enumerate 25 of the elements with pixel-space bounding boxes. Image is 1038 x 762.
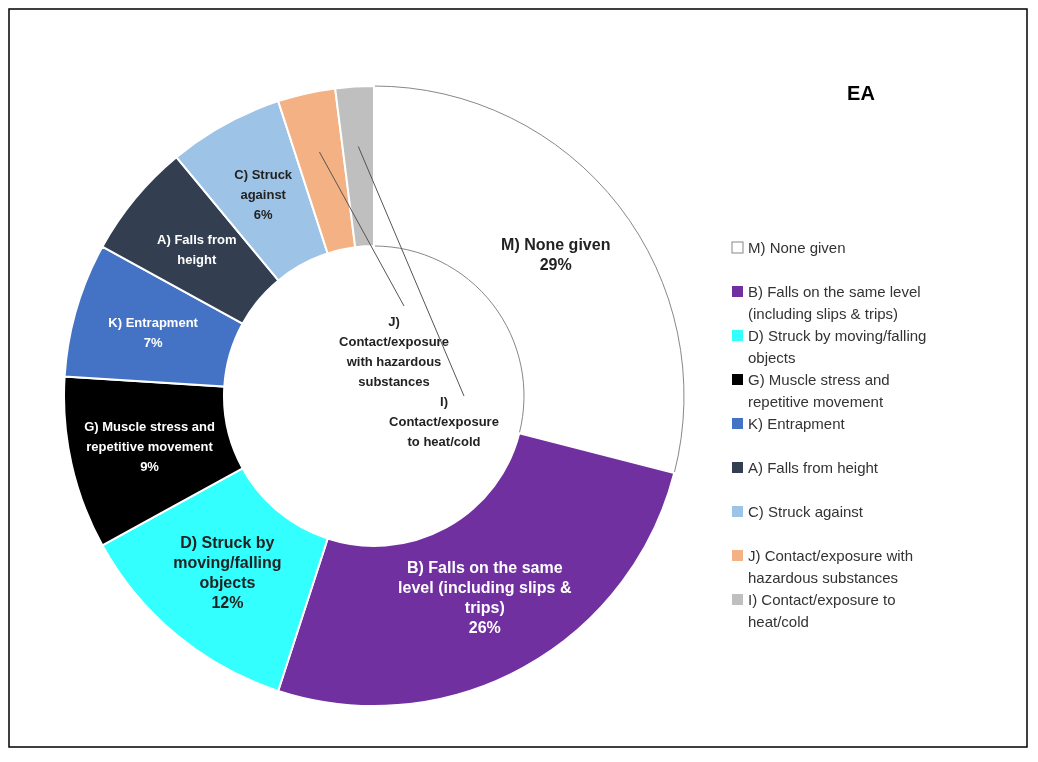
- slice-label: D) Struck by moving/falling objects: [173, 534, 282, 592]
- category-label: I) Contact/exposure to heat/cold: [389, 394, 499, 449]
- slice-label: G) Muscle stress and repetitive movement: [84, 419, 215, 455]
- data-label: 9%: [140, 459, 160, 475]
- legend-label: D) Struck by moving/falling objects: [748, 327, 927, 366]
- legend-label: M) None given: [748, 239, 846, 256]
- slice-label: A) Falls from height: [157, 232, 237, 268]
- slice-label: K) Entrapment: [108, 314, 199, 330]
- slice-label: M) None given: [501, 236, 611, 254]
- data-label: 7%: [143, 334, 163, 350]
- slice-label: B) Falls on the same level (including slips & trips): [398, 558, 572, 616]
- legend-label: C) Struck against: [748, 503, 864, 520]
- slice-label: C) Struck against: [234, 167, 293, 203]
- chart-title: EA: [847, 82, 875, 104]
- data-label: 29%: [539, 256, 572, 274]
- legend-label: J) Contact/exposure with hazardous substances: [748, 547, 914, 586]
- legend-label: G) Muscle stress and repetitive movement: [748, 371, 890, 410]
- legend-label: B) Falls on the same level (including slips & trips): [748, 283, 921, 322]
- legend-label: A) Falls from height: [748, 459, 879, 476]
- legend-label: I) Contact/exposure to heat/cold: [748, 591, 896, 630]
- data-label: 26%: [468, 618, 501, 636]
- category-label: J) Contact/exposure with hazardous substances: [339, 314, 449, 389]
- data-label: 6%: [253, 207, 274, 223]
- legend-label: K) Entrapment: [748, 415, 846, 432]
- data-label: 12%: [211, 594, 244, 612]
